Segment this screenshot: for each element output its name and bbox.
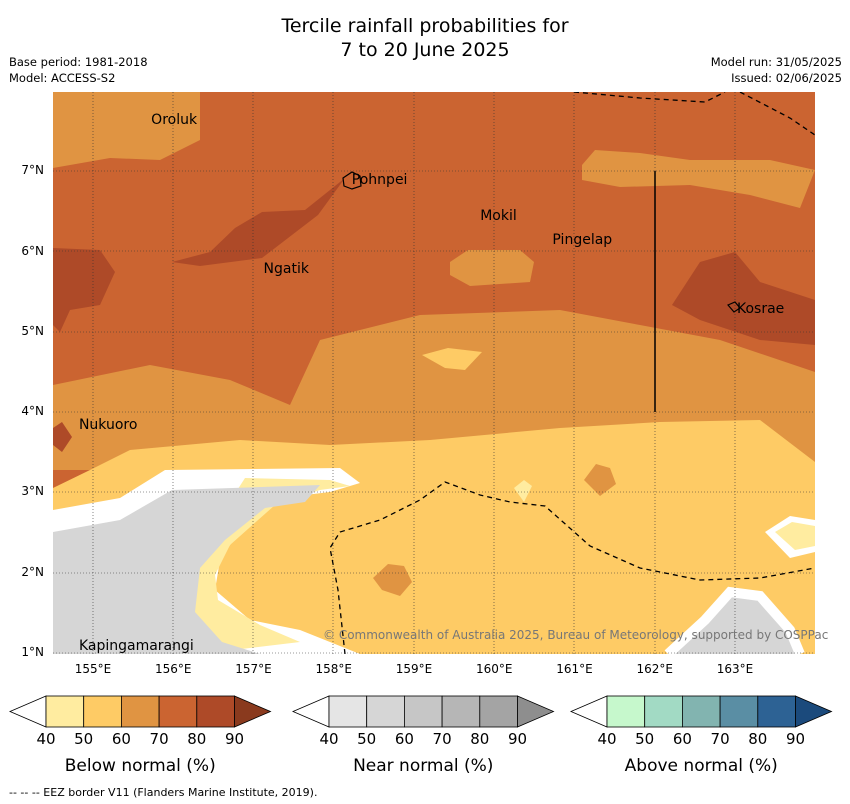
colorbar-segment: [328, 695, 368, 728]
region-60-70-east: [582, 150, 815, 208]
meta-right: Model run: 31/05/2025 Issued: 02/06/2025: [711, 54, 842, 86]
colorbar-segment: [158, 695, 198, 728]
colorbar-title: Near normal (%): [353, 756, 494, 776]
colorbar-tick-label: 90: [785, 730, 806, 748]
region-near-normal-sw: [53, 485, 320, 654]
region-80-90-kosrae: [672, 252, 815, 345]
colorbar-tick-label: 40: [597, 730, 617, 748]
colorbar-tick-label: 70: [710, 730, 730, 748]
lat-label: 7°N: [21, 163, 44, 178]
colorbar-segment: [757, 695, 796, 728]
colorbar-segment: [196, 695, 235, 728]
region-60-70-south-b: [373, 564, 412, 596]
colorbar-tick-label: 70: [432, 730, 452, 748]
colorbar-segment: [45, 695, 85, 728]
region-50-60-patch: [422, 348, 482, 370]
colorbar-min-triangle: [291, 695, 330, 728]
eez-borders: [329, 92, 815, 654]
place-label: Nukuoro: [78, 417, 138, 434]
map-title: Tercile rainfall probabilities for 7 to …: [0, 14, 850, 62]
lon-label: 155°E: [74, 662, 112, 676]
colorbar-tick-label: 80: [748, 730, 768, 748]
lon-label: 160°E: [476, 662, 513, 676]
colorbar-group: [8, 695, 833, 728]
colorbar-tick-label: 50: [357, 730, 377, 748]
colorbar-tick-label: 80: [187, 730, 207, 748]
title-line-2: 7 to 20 June 2025: [340, 39, 510, 61]
place-label: Pohnpei: [351, 172, 408, 189]
eez-footer-note: -- -- -- EEZ border V11 (Flanders Marine…: [9, 786, 318, 799]
colorbar-title: Above normal (%): [624, 756, 778, 776]
place-label: Ngatik: [263, 260, 309, 277]
colorbar-tick-label: 60: [394, 730, 414, 748]
lat-label: 3°N: [21, 484, 44, 499]
model-text: Model: ACCESS-S2: [9, 71, 116, 85]
colorbar-tick-label: 50: [74, 730, 94, 748]
colorbar-segment: [441, 695, 481, 728]
lon-label: 159°E: [395, 662, 433, 676]
colorbar-tick-label: 80: [470, 730, 490, 748]
colorbar-max-triangle: [795, 695, 833, 728]
lon-label: 162°E: [636, 662, 674, 676]
colorbar-tick-label: 40: [319, 730, 339, 748]
issued-text: Issued: 02/06/2025: [731, 71, 842, 85]
title-line-1: Tercile rainfall probabilities for: [281, 15, 569, 37]
lat-label: 4°N: [21, 404, 44, 419]
region-60-70-south-a: [584, 464, 616, 496]
meta-left: Base period: 1981-2018 Model: ACCESS-S2: [9, 54, 148, 86]
region-80-90-nukuoro: [53, 422, 72, 452]
lon-label: 161°E: [556, 662, 593, 676]
lon-label: 158°E: [315, 662, 353, 676]
place-label: Kapingamarangi: [78, 637, 194, 654]
lon-label: 163°E: [716, 662, 754, 676]
lat-label: 5°N: [21, 323, 44, 338]
colorbar-tick-label: 90: [224, 730, 245, 748]
base-period-text: Base period: 1981-2018: [9, 55, 148, 69]
colorbar-tick-label: 40: [36, 730, 56, 748]
colorbar-min-triangle: [8, 695, 47, 728]
colorbar-tick-label: 90: [507, 730, 528, 748]
colorbar-title: Below normal (%): [64, 756, 216, 776]
region-60-70-north: [53, 92, 200, 168]
lat-label: 2°N: [21, 564, 44, 579]
region-white-se: [664, 586, 805, 654]
lon-label: 157°E: [235, 662, 272, 676]
lon-label: 156°E: [155, 662, 192, 676]
region-80-90-west: [53, 248, 115, 332]
colorbar-segment: [366, 695, 405, 728]
pohnpei-island-shape: [342, 171, 362, 190]
colorbar-segment: [83, 695, 122, 728]
kosrae-island-shape: [727, 301, 741, 313]
colorbar-tick-label: 50: [635, 730, 655, 748]
colorbar-tick-label: 60: [672, 730, 692, 748]
region-40-50-patch: [514, 480, 532, 502]
colorbar-segment: [682, 695, 721, 728]
colorbar-max-triangle: [234, 695, 272, 728]
colorbar-max-triangle: [517, 695, 555, 728]
lat-label: 6°N: [21, 243, 44, 258]
region-80-90-ngatik: [172, 178, 345, 266]
region-40-50-east: [775, 522, 815, 550]
colorbar-tick-label: 70: [149, 730, 169, 748]
colorbar-min-triangle: [569, 695, 608, 728]
lat-label: 1°N: [21, 645, 44, 659]
map-fill-layers: [53, 92, 815, 654]
place-label: Kosrae: [737, 300, 785, 317]
model-run-text: Model run: 31/05/2025: [710, 55, 842, 69]
colorbar-segment: [403, 695, 443, 728]
place-label: Mokil: [480, 208, 517, 225]
place-label: Oroluk: [151, 112, 198, 128]
region-60-70-mokil: [450, 250, 534, 286]
colorbar-segment: [644, 695, 683, 728]
colorbar-segment: [121, 695, 160, 728]
colorbar-segment: [479, 695, 518, 728]
place-label: Pingelap: [552, 232, 613, 249]
colorbar-segment: [719, 695, 759, 728]
colorbar-segment: [606, 695, 646, 728]
colorbar-tick-label: 60: [111, 730, 131, 748]
copyright-text: © Commonwealth of Australia 2025, Bureau…: [323, 628, 829, 642]
